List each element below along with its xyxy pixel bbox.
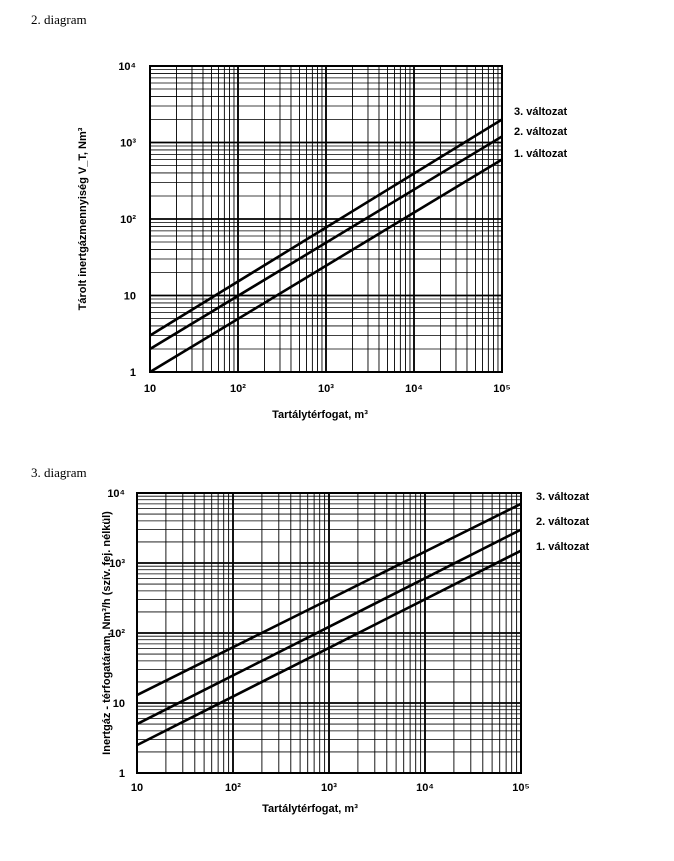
plot-frame	[136, 492, 522, 774]
x-tick-label: 10⁴	[416, 782, 434, 794]
legend-entry: 2. változat	[536, 516, 590, 528]
x-tick-label: 10	[131, 782, 143, 794]
y-tick-label: 10	[113, 698, 125, 710]
x-axis-label: Tartálytérfogat, m³	[272, 409, 368, 421]
y-tick-label: 10²	[120, 214, 136, 226]
legend-entry: 1. változat	[536, 541, 590, 553]
series-line	[136, 549, 522, 747]
x-tick-label: 10³	[318, 383, 334, 395]
figure-caption-3: 3. diagram	[31, 465, 87, 480]
x-tick-label: 10²	[225, 782, 241, 794]
y-axis-label: Inertgáz - térfogatáram, Nm³/h (szív. fe…	[101, 511, 113, 755]
series-line	[149, 118, 503, 337]
x-axis-label: Tartálytérfogat, m³	[262, 803, 358, 815]
series-line	[136, 528, 522, 726]
y-tick-label: 1	[130, 367, 136, 379]
legend-entry: 2. változat	[514, 126, 568, 138]
y-tick-label: 1	[119, 768, 125, 780]
grid	[136, 492, 522, 774]
series-line	[136, 502, 522, 697]
y-tick-label: 10³	[109, 558, 125, 570]
y-tick-label: 10	[124, 291, 136, 303]
legend-entry: 3. változat	[536, 491, 590, 503]
legend-entry: 3. változat	[514, 106, 568, 118]
x-tick-label: 10⁵	[512, 782, 529, 794]
x-tick-label: 10²	[230, 383, 246, 395]
y-tick-label: 10⁴	[107, 488, 125, 500]
series-line	[149, 158, 503, 374]
grid	[149, 65, 503, 373]
series-line	[149, 135, 503, 351]
y-axis-label: Tárolt inertgázmennyiség V_T, Nm³	[77, 127, 89, 310]
legend-entry: 1. változat	[514, 148, 568, 160]
y-tick-label: 10²	[109, 628, 125, 640]
figure-caption-2: 2. diagram	[31, 12, 87, 27]
x-tick-label: 10	[144, 383, 156, 395]
y-tick-label: 10³	[120, 138, 136, 150]
plot-frame	[149, 65, 503, 373]
x-tick-label: 10⁵	[493, 383, 510, 395]
y-tick-label: 10⁴	[118, 61, 136, 73]
x-tick-label: 10⁴	[405, 383, 423, 395]
x-tick-label: 10³	[321, 782, 337, 794]
